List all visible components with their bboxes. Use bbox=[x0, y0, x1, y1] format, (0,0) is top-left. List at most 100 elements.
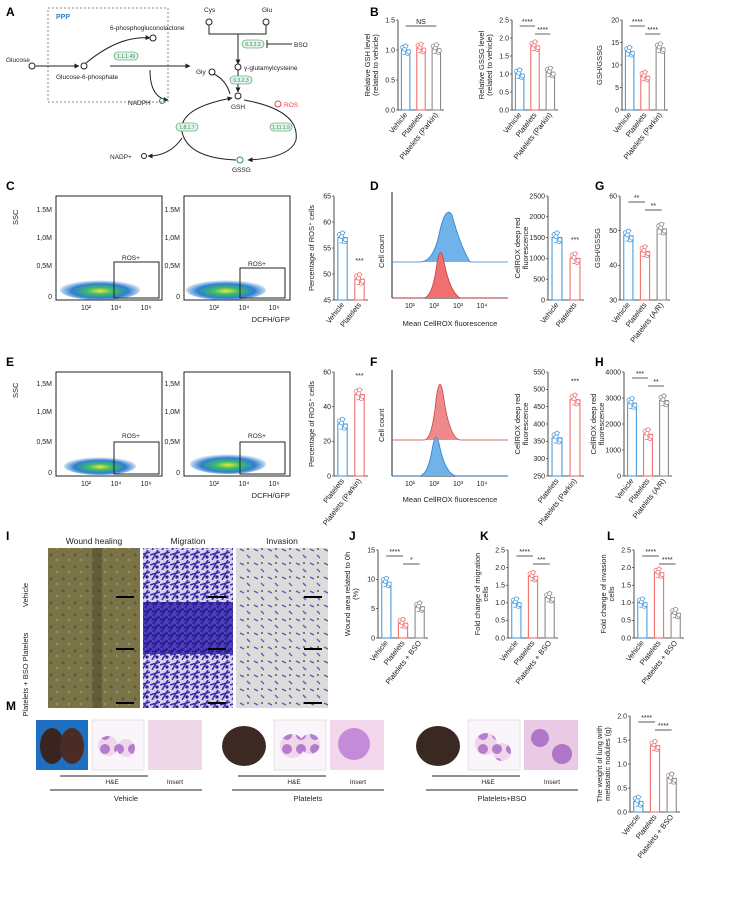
y-tick-label: 50 bbox=[323, 271, 331, 278]
svg-text:10⁴: 10⁴ bbox=[477, 481, 488, 488]
y-axis-label: (%) bbox=[351, 588, 360, 600]
svg-text:0: 0 bbox=[48, 294, 52, 301]
img-migration-vehicle bbox=[143, 548, 233, 602]
chart-G: 30405060GSH/GSSGVehiclePlateletsPlatelet… bbox=[593, 193, 670, 344]
data-point bbox=[648, 434, 654, 439]
significance-label: **** bbox=[537, 27, 548, 34]
svg-text:1,0M: 1,0M bbox=[164, 235, 180, 242]
data-point bbox=[360, 394, 365, 400]
y-tick-label: 20 bbox=[611, 17, 619, 24]
y-tick-label: 500 bbox=[533, 387, 545, 394]
significance-label: **** bbox=[389, 549, 400, 556]
gly-node bbox=[208, 68, 216, 76]
chart-B2: 0.0 0.5 1.0 1.5 2.0 2.5 Relative GSSG level (re… bbox=[477, 17, 558, 161]
panel-label-c: C bbox=[6, 179, 15, 193]
nadp-label: NADP+ bbox=[110, 154, 132, 161]
y-tick-label: 1000 bbox=[605, 447, 621, 454]
panel-label-j: J bbox=[349, 529, 356, 543]
bar bbox=[569, 257, 581, 301]
hist-xlabel: Mean CellROX fluorescence bbox=[403, 319, 498, 328]
y-tick-label: 450 bbox=[533, 404, 545, 411]
svg-text:10⁶: 10⁶ bbox=[269, 305, 280, 312]
data-point bbox=[340, 416, 345, 422]
arrow-nadph bbox=[149, 69, 169, 102]
svg-text:10⁶: 10⁶ bbox=[141, 305, 152, 312]
bar bbox=[527, 575, 539, 639]
glu-label: Glu bbox=[262, 7, 273, 14]
y-axis-label: CellROX deep red bbox=[513, 394, 522, 455]
arrow-gsh-gssg bbox=[243, 99, 297, 163]
data-point bbox=[627, 45, 633, 50]
y-tick-label: 20 bbox=[323, 439, 331, 446]
data-point bbox=[547, 65, 553, 71]
y-tick-label: 2000 bbox=[605, 421, 621, 428]
data-point bbox=[403, 622, 409, 628]
gglu-label: γ-glutamylcysteine bbox=[244, 65, 298, 72]
svg-text:10⁴: 10⁴ bbox=[477, 303, 488, 310]
data-point bbox=[520, 73, 526, 79]
y-tick-label: 15 bbox=[367, 547, 375, 554]
data-point bbox=[403, 43, 409, 49]
bar bbox=[544, 596, 555, 639]
data-point bbox=[669, 771, 675, 777]
data-point bbox=[433, 42, 439, 48]
y-tick-label: 2.0 bbox=[499, 35, 509, 42]
y-tick-label: 2.5 bbox=[499, 17, 509, 24]
y-tick-label: 550 bbox=[533, 369, 545, 376]
y-tick-label: 40 bbox=[323, 404, 331, 411]
insert-bso bbox=[524, 720, 578, 770]
panel-label-i: I bbox=[6, 529, 9, 543]
y-tick-label: 0.0 bbox=[495, 635, 505, 642]
significance-label: *** bbox=[571, 378, 579, 385]
y-tick-label: 0.5 bbox=[495, 618, 505, 625]
y-tick-label: 0.0 bbox=[621, 635, 631, 642]
svg-text:10³: 10³ bbox=[453, 303, 464, 310]
flow-xlabel: DCFH/GFP bbox=[252, 315, 290, 324]
bar bbox=[655, 47, 666, 111]
svg-text:10²: 10² bbox=[81, 481, 92, 488]
glucose-label: Glucose bbox=[6, 57, 30, 64]
svg-text:1.5M: 1.5M bbox=[164, 207, 180, 214]
y-axis-label: fluorescence bbox=[521, 227, 530, 270]
y-tick-label: 1.0 bbox=[617, 761, 627, 768]
bar bbox=[623, 235, 634, 301]
ros-gate bbox=[239, 267, 286, 299]
y-tick-label: 45 bbox=[323, 297, 331, 304]
svg-text:10²: 10² bbox=[429, 303, 440, 310]
data-point bbox=[343, 237, 348, 243]
y-tick-label: 350 bbox=[533, 439, 545, 446]
y-tick-label: 1.0 bbox=[385, 47, 395, 54]
data-point bbox=[629, 396, 635, 401]
y-tick-label: 0.5 bbox=[499, 89, 509, 96]
chart-H: 0 1000 2000 3000 4000 CellROX deep red fluores… bbox=[589, 369, 672, 520]
svg-text:10⁴: 10⁴ bbox=[239, 305, 250, 312]
gssg-label: GSSG bbox=[232, 167, 251, 174]
ppp-label: PPP bbox=[56, 14, 70, 21]
significance-label: **** bbox=[658, 723, 669, 730]
significance-label: *** bbox=[571, 237, 579, 244]
significance-label: *** bbox=[355, 258, 363, 265]
data-point bbox=[575, 399, 581, 405]
cys-label: Cys bbox=[204, 7, 216, 14]
bar bbox=[639, 250, 651, 301]
svg-text:10³: 10³ bbox=[453, 481, 464, 488]
flow-density bbox=[60, 280, 140, 300]
data-point bbox=[550, 596, 556, 602]
y-tick-label: 0 bbox=[615, 107, 619, 114]
data-point bbox=[557, 437, 563, 443]
significance-label: NS bbox=[416, 19, 426, 26]
significance-label: **** bbox=[632, 19, 643, 26]
data-point bbox=[630, 50, 636, 56]
data-point bbox=[655, 745, 661, 751]
svg-text:0,5M: 0,5M bbox=[164, 263, 180, 270]
y-tick-label: 2.5 bbox=[495, 547, 505, 554]
y-tick-label: 40 bbox=[609, 263, 617, 270]
cys-node bbox=[205, 18, 213, 26]
svg-text:10⁶: 10⁶ bbox=[141, 481, 152, 488]
flow-plot-c2: 1.5M 1,0M 0,5M 0 ROS+ 10² 10⁴ 10⁶ DCFH/G… bbox=[164, 195, 291, 324]
data-point bbox=[417, 600, 423, 606]
data-point bbox=[645, 251, 651, 256]
panel-label-f: F bbox=[370, 355, 377, 369]
